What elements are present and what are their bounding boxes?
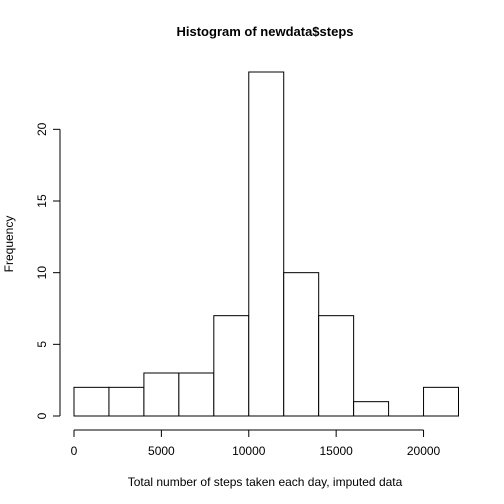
histogram-bar-6	[283, 272, 320, 417]
histogram-bar-10	[423, 386, 459, 417]
x-axis-label: Total number of steps taken each day, im…	[128, 475, 403, 489]
y-tick-label: 5	[35, 341, 49, 348]
y-axis-label: Frequency	[2, 216, 16, 273]
x-axis: 0 5000 10000 15000 20000	[71, 429, 441, 458]
histogram-bar-7	[318, 315, 355, 417]
y-axis: 0 5 10 15 20	[35, 122, 61, 419]
histogram-bar-5	[248, 71, 285, 417]
x-tick-label: 15000	[319, 444, 353, 458]
y-tick-label: 20	[35, 122, 49, 136]
bars-group	[73, 71, 459, 417]
histogram-bar-0	[73, 386, 110, 417]
histogram-bar-8	[353, 401, 390, 417]
y-tick-label: 15	[35, 194, 49, 208]
histogram-bar-3	[178, 372, 215, 417]
histogram-bar-1	[108, 386, 145, 417]
x-tick-label: 0	[71, 444, 78, 458]
histogram-bar-2	[143, 372, 180, 417]
x-tick-label: 10000	[232, 444, 266, 458]
histogram-bar-4	[213, 315, 250, 417]
y-tick-label: 0	[35, 412, 49, 419]
y-tick-label: 10	[35, 266, 49, 280]
x-tick-label: 20000	[407, 444, 441, 458]
chart-title: Histogram of newdata$steps	[177, 24, 354, 39]
x-tick-label: 5000	[148, 444, 175, 458]
